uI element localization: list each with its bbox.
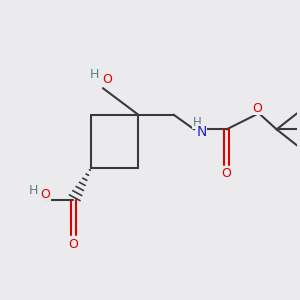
- Text: H: H: [29, 184, 38, 197]
- Text: O: O: [68, 238, 78, 251]
- Text: O: O: [222, 167, 232, 180]
- Text: O: O: [40, 188, 50, 201]
- Text: O: O: [102, 73, 112, 86]
- Text: H: H: [193, 116, 202, 128]
- Text: H: H: [89, 68, 99, 81]
- Text: O: O: [253, 102, 262, 115]
- Text: N: N: [196, 125, 207, 139]
